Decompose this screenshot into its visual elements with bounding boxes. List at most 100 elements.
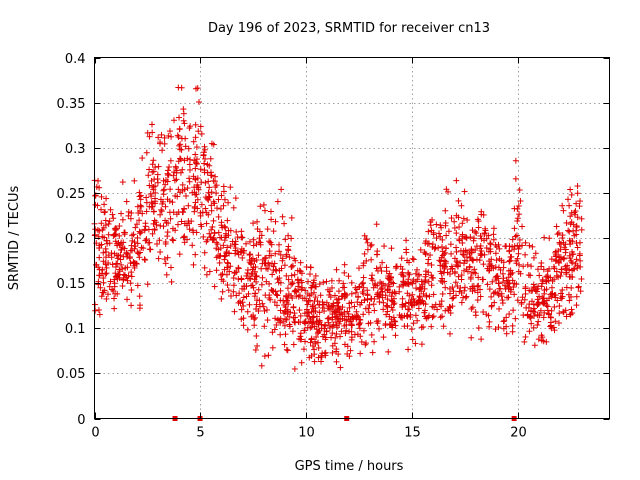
data-point [488, 293, 495, 300]
data-point [530, 301, 537, 308]
data-point [493, 257, 500, 264]
data-point [137, 229, 144, 236]
data-point [360, 290, 367, 297]
data-point [160, 191, 167, 198]
data-point [231, 308, 238, 315]
data-point [143, 149, 150, 156]
data-point [377, 279, 384, 286]
data-point [104, 240, 111, 247]
data-point [177, 156, 184, 163]
data-point [208, 226, 215, 233]
data-point [501, 317, 508, 324]
data-point [313, 333, 320, 340]
data-point [520, 312, 527, 319]
data-point [478, 235, 485, 242]
data-point [468, 246, 475, 253]
data-point [392, 290, 399, 297]
data-point [357, 316, 364, 323]
data-point [261, 323, 268, 330]
data-point [102, 208, 109, 215]
data-point [227, 242, 234, 249]
data-point [490, 236, 497, 243]
data-point [147, 246, 154, 253]
data-point [567, 293, 574, 300]
data-point [556, 253, 563, 260]
data-point [104, 291, 111, 298]
data-point [578, 275, 585, 282]
data-point [553, 251, 560, 258]
data-point [211, 178, 218, 185]
data-point [181, 239, 188, 246]
data-point [205, 197, 212, 204]
data-point [458, 276, 465, 283]
data-point [166, 198, 173, 205]
data-point [458, 202, 465, 209]
data-point [246, 275, 253, 282]
data-point [138, 203, 145, 210]
data-point [225, 287, 232, 294]
data-point [573, 200, 580, 207]
data-point [316, 281, 323, 288]
data-point [185, 218, 192, 225]
data-point [283, 346, 290, 353]
data-point [124, 264, 131, 271]
data-point [142, 220, 149, 227]
data-point [342, 330, 349, 337]
data-point [285, 276, 292, 283]
data-point [246, 238, 253, 245]
data-point [478, 251, 485, 258]
data-point [442, 249, 449, 256]
data-point [339, 284, 346, 291]
data-point [92, 301, 99, 308]
y-tick-label: 0.25 [57, 187, 86, 202]
data-point [522, 239, 529, 246]
data-point [273, 302, 280, 309]
data-point [168, 278, 175, 285]
data-point [404, 257, 411, 264]
data-point [128, 242, 135, 249]
data-point [528, 308, 535, 315]
data-point [183, 192, 190, 199]
data-point [181, 220, 188, 227]
data-point [269, 271, 276, 278]
data-point [100, 275, 107, 282]
data-point [485, 232, 492, 239]
data-point [367, 319, 374, 326]
data-point [409, 255, 416, 262]
data-point [273, 267, 280, 274]
data-point [148, 177, 155, 184]
data-point [115, 252, 122, 259]
data-point [92, 226, 99, 233]
data-point [576, 203, 583, 210]
data-point [309, 342, 316, 349]
data-point [157, 140, 164, 147]
data-point [400, 279, 407, 286]
data-point [219, 288, 226, 295]
data-point [232, 195, 239, 202]
data-point [261, 307, 268, 314]
data-point [379, 288, 386, 295]
data-point [415, 272, 422, 279]
data-point [535, 336, 542, 343]
data-point [244, 308, 251, 315]
data-point [143, 236, 150, 243]
data-point [146, 203, 153, 210]
data-point [244, 270, 251, 277]
data-point [228, 292, 235, 299]
data-point [192, 134, 199, 141]
data-point [192, 165, 199, 172]
data-point [251, 322, 258, 329]
data-point [526, 242, 533, 249]
data-point [404, 306, 411, 313]
data-point [184, 155, 191, 162]
data-point [217, 205, 224, 212]
data-point [541, 234, 548, 241]
data-point [347, 318, 354, 325]
data-point [141, 256, 148, 263]
data-point [458, 289, 465, 296]
data-point [425, 228, 432, 235]
data-point [540, 295, 547, 302]
data-point [176, 251, 183, 258]
data-point [279, 255, 286, 262]
data-point [566, 252, 573, 259]
